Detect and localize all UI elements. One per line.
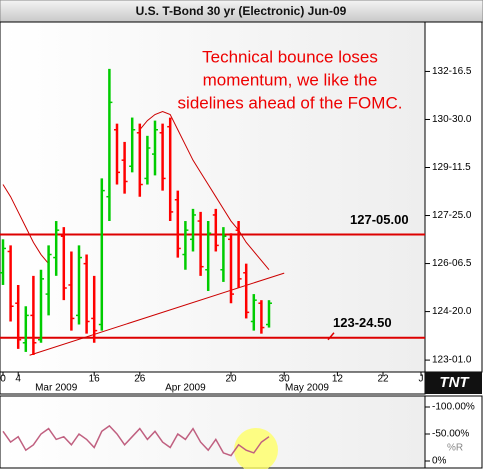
x-tick-label: 30	[279, 374, 291, 385]
oscillator-axis-area	[424, 395, 483, 469]
annotation-line: sidelines ahead of the FOMC.	[178, 93, 403, 112]
logo-box	[425, 372, 482, 394]
y-tick-label: 127-25.0	[432, 210, 472, 221]
annotation-line: Technical bounce loses	[202, 47, 378, 66]
x-tick-label: 12	[332, 374, 344, 385]
osc-tick-label: -50.00%	[432, 429, 469, 440]
osc-name: %R	[447, 443, 463, 454]
annotation-line: momentum, we like the	[203, 70, 378, 89]
month-label: Mar 2009	[35, 383, 78, 394]
x-tick-label: 0	[0, 374, 6, 385]
osc-tick-label: 0%	[432, 456, 447, 467]
x-tick-label: 22	[377, 374, 389, 385]
y-tick-label: 130-30.0	[432, 114, 472, 125]
level-pointer	[327, 332, 335, 341]
x-tick-label: 4	[15, 374, 21, 385]
level-label: 123-24.50	[333, 315, 392, 330]
y-tick-label: 132-16.5	[432, 66, 472, 77]
oscillator-area	[0, 395, 426, 469]
osc-tick-label: -100.00%	[432, 402, 475, 413]
y-tick-label: 124-20.0	[432, 306, 472, 317]
trendline	[29, 272, 285, 356]
y-tick-label: 126-06.5	[432, 258, 472, 269]
x-tick-label: 26	[134, 374, 146, 385]
osc-line	[2, 424, 270, 457]
month-label: May 2009	[285, 383, 329, 394]
x-tick-label: 16	[89, 374, 101, 385]
moving-average	[2, 110, 270, 271]
y-tick-label: 123-01.0	[432, 355, 472, 366]
x-tick-label: J	[419, 374, 424, 385]
annotation: Technical bounce loses momentum, we like …	[178, 47, 403, 112]
chart-title: U.S. T-Bond 30 yr (Electronic) Jun-09	[136, 4, 347, 18]
level-label: 127-05.00	[350, 212, 409, 227]
y-tick-label: 129-11.5	[432, 162, 471, 173]
logo: TNT	[439, 374, 470, 391]
x-tick-label: 20	[225, 374, 237, 385]
month-label: Apr 2009	[165, 383, 206, 394]
